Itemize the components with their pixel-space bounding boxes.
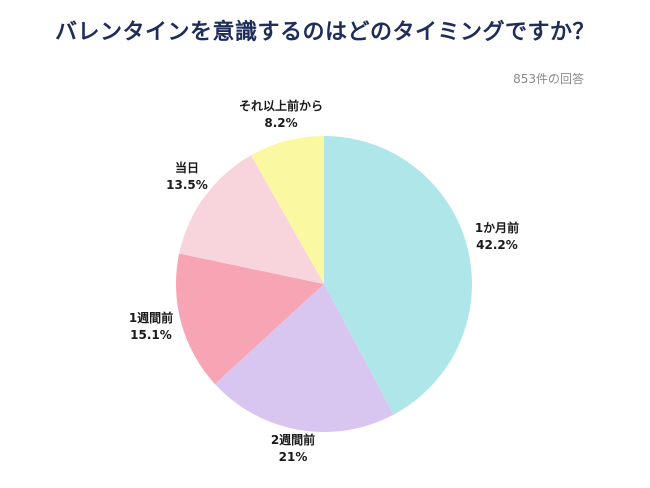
label-2-weeks-name: 2週間前 xyxy=(270,433,316,447)
label-2-weeks-value: 21% xyxy=(278,450,308,464)
chart-title: バレンタインを意識するのはどのタイミングですか？ xyxy=(54,20,595,45)
label-1-month-name: 1か月前 xyxy=(474,221,520,235)
label-1-week: 1週間前 15.1% xyxy=(114,310,188,344)
slice-earlier xyxy=(251,136,324,284)
label-1-week-name: 1週間前 xyxy=(128,311,174,325)
label-same-day: 当日 13.5% xyxy=(150,160,224,194)
label-earlier: それ以上前から 8.2% xyxy=(226,98,336,132)
slice-same-day xyxy=(179,155,324,284)
label-earlier-name: それ以上前から xyxy=(238,99,323,113)
slice-1-week xyxy=(176,253,324,384)
label-1-month: 1か月前 42.2% xyxy=(460,220,534,254)
label-earlier-value: 8.2% xyxy=(264,116,298,130)
label-1-month-value: 42.2% xyxy=(476,238,518,252)
label-1-week-value: 15.1% xyxy=(130,328,172,342)
slice-2-weeks xyxy=(214,284,394,432)
response-count: 853件の回答 xyxy=(513,72,584,86)
label-same-day-name: 当日 xyxy=(174,161,199,175)
label-2-weeks: 2週間前 21% xyxy=(256,432,330,466)
label-same-day-value: 13.5% xyxy=(166,178,208,192)
slice-1-month xyxy=(324,136,473,415)
